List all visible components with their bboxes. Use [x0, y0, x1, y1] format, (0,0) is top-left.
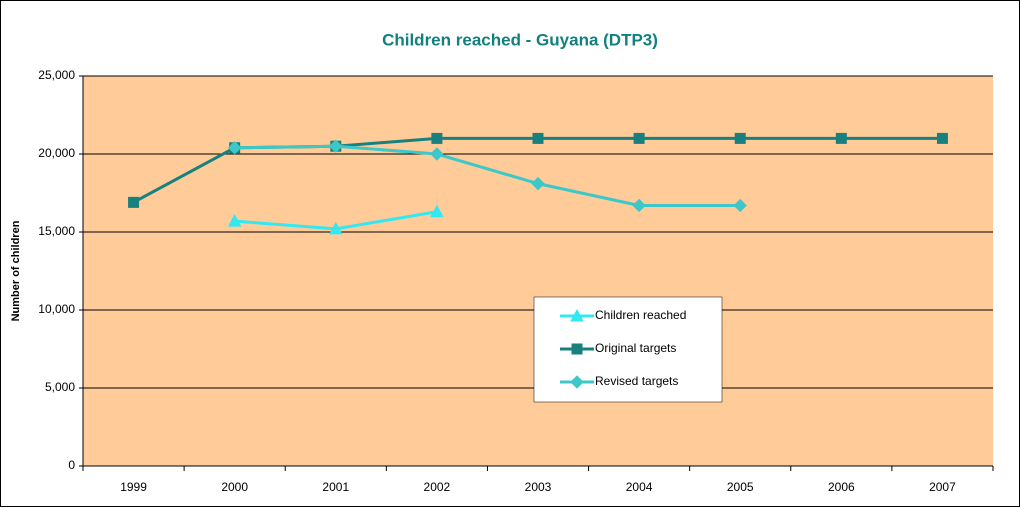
- point: [128, 196, 140, 208]
- chart-title: Children reached - Guyana (DTP3): [382, 30, 658, 49]
- point: [329, 139, 343, 153]
- x-tick-label: 2003: [525, 480, 552, 494]
- point: [430, 204, 444, 218]
- y-tick-label: 0: [68, 458, 75, 472]
- series-line: [234, 144, 741, 207]
- point: [531, 176, 545, 191]
- x-tick-label: 1999: [120, 480, 147, 494]
- x-tick-label: 2005: [727, 480, 754, 494]
- x-tick-label: 2000: [221, 480, 248, 494]
- y-axis-label: Number of children: [10, 220, 22, 321]
- point: [936, 132, 948, 144]
- legend-label: Revised targets: [595, 374, 678, 388]
- point: [227, 214, 242, 227]
- point: [733, 198, 747, 213]
- x-tick-label: 2006: [828, 480, 855, 494]
- point: [227, 141, 242, 155]
- y-tick-label: 10,000: [38, 302, 75, 316]
- point: [835, 132, 847, 144]
- point: [632, 198, 646, 213]
- y-tick-label: 20,000: [38, 146, 75, 160]
- legend-label: Original targets: [595, 341, 676, 355]
- legend-marker: [571, 343, 583, 355]
- legend-label: Children reached: [595, 308, 686, 322]
- x-tick-label: 2004: [626, 480, 653, 494]
- y-tick-label: 5,000: [45, 380, 75, 394]
- y-tick-label: 15,000: [38, 224, 75, 238]
- x-tick-label: 2002: [424, 480, 451, 494]
- point: [430, 147, 444, 161]
- point: [734, 132, 746, 144]
- point: [431, 132, 443, 144]
- x-tick-label: 2001: [322, 480, 349, 494]
- y-tick-label: 25,000: [38, 68, 75, 82]
- point: [328, 221, 343, 235]
- point: [633, 132, 645, 144]
- legend-marker: [570, 375, 584, 389]
- x-tick-label: 2007: [929, 480, 956, 494]
- legend-marker: [570, 308, 584, 322]
- point: [532, 132, 544, 144]
